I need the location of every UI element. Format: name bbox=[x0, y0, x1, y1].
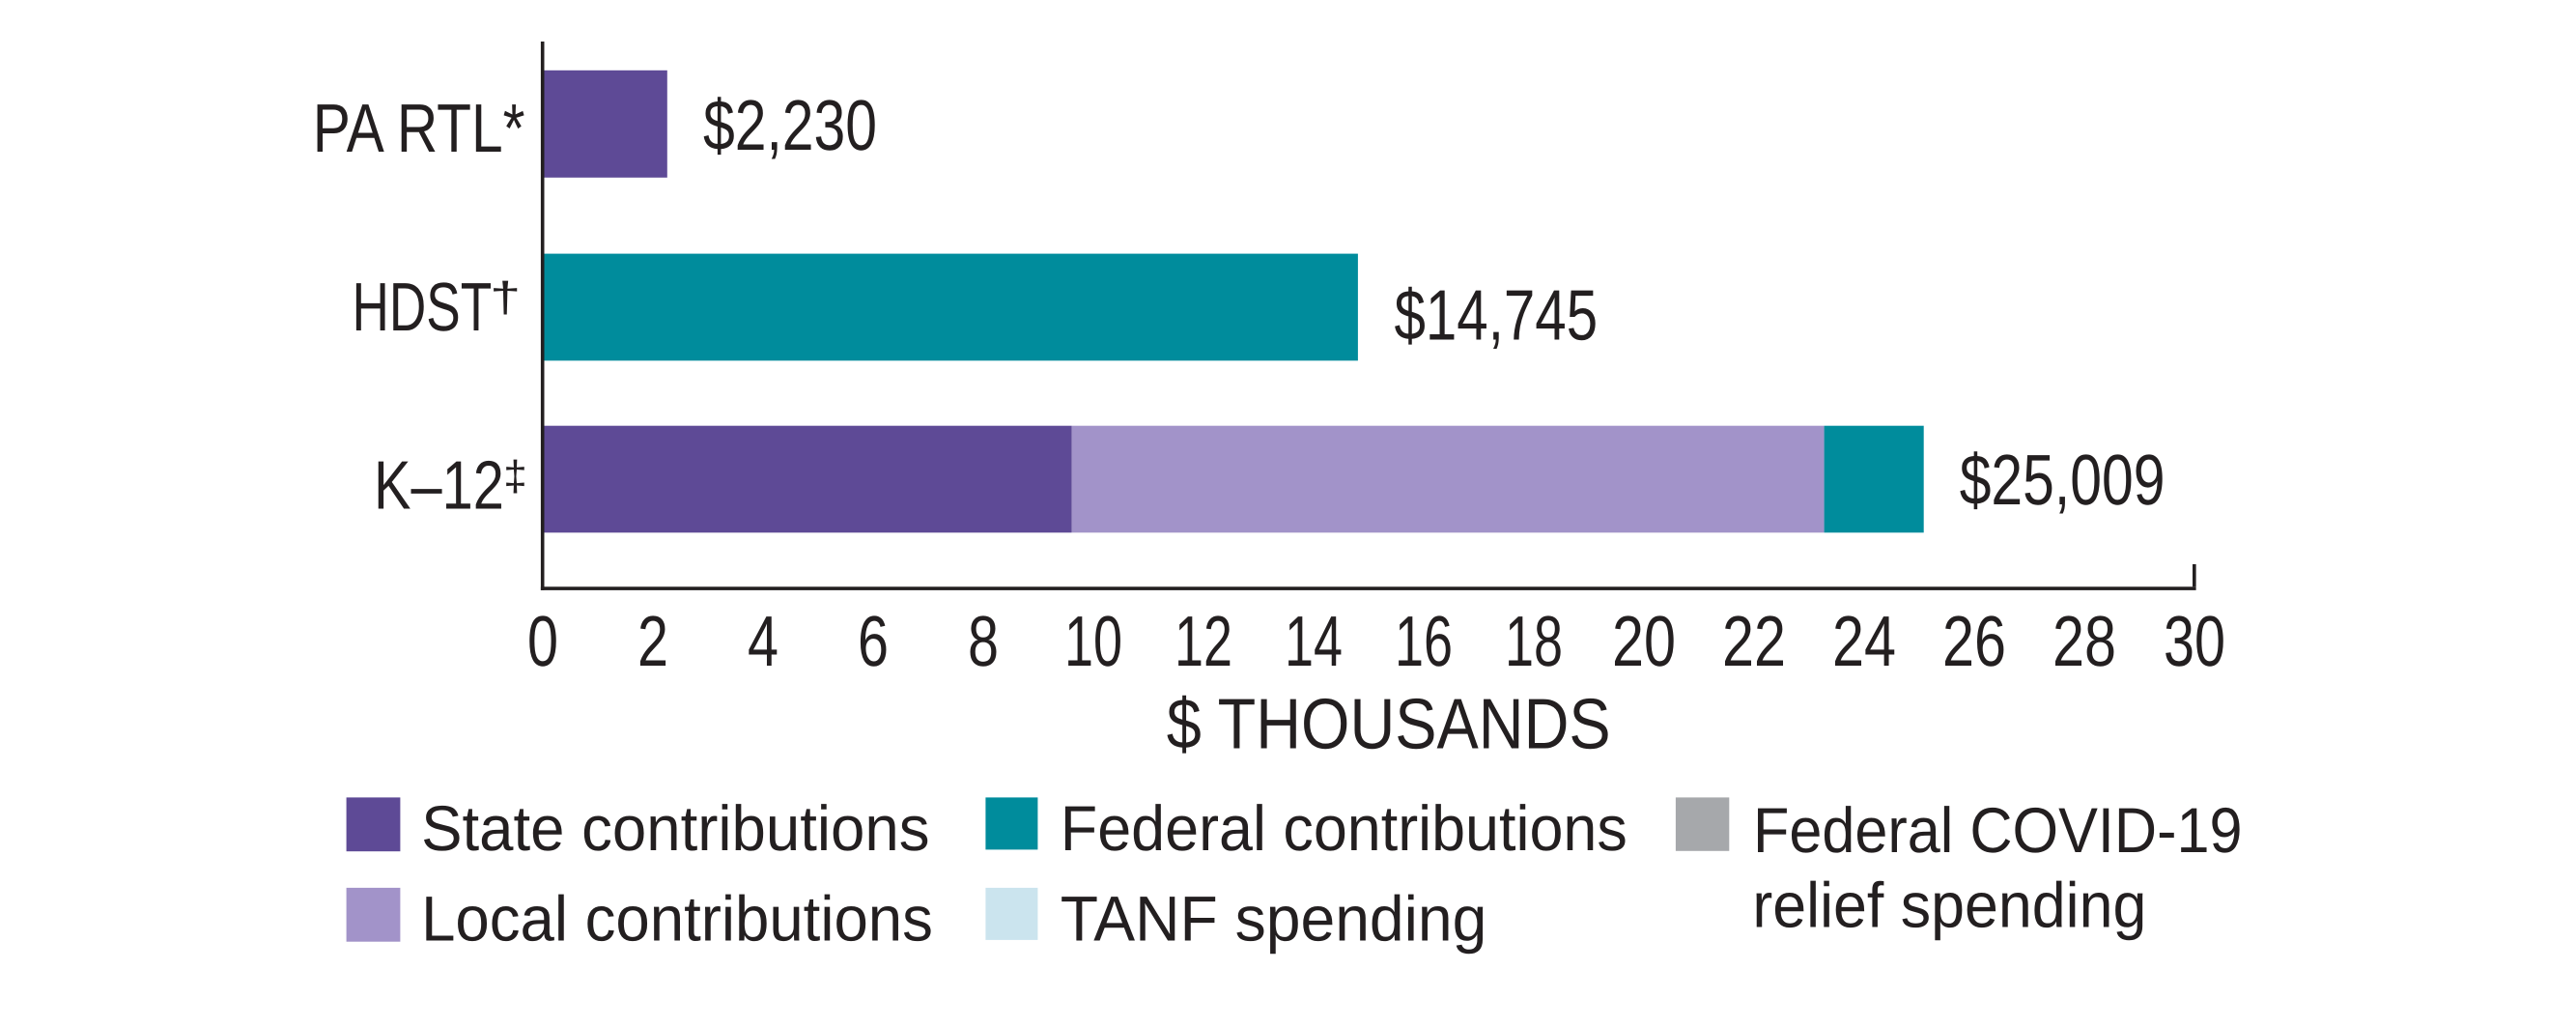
svg-text:8: 8 bbox=[968, 601, 999, 681]
svg-text:relief spending: relief spending bbox=[1752, 870, 2146, 941]
svg-text:$14,745: $14,745 bbox=[1395, 275, 1599, 356]
svg-text:Federal contributions: Federal contributions bbox=[1061, 792, 1628, 864]
svg-text:HDST: HDST bbox=[353, 270, 493, 346]
svg-text:10: 10 bbox=[1064, 601, 1122, 681]
svg-text:$ THOUSANDS: $ THOUSANDS bbox=[1167, 683, 1611, 763]
svg-text:Federal COVID-19: Federal COVID-19 bbox=[1753, 794, 2243, 866]
svg-text:30: 30 bbox=[2164, 601, 2225, 681]
svg-text:22: 22 bbox=[1722, 601, 1786, 681]
svg-text:$25,009: $25,009 bbox=[1960, 440, 2166, 520]
svg-text:20: 20 bbox=[1612, 601, 1676, 681]
svg-text:†: † bbox=[490, 273, 521, 321]
svg-text:K–12: K–12 bbox=[374, 448, 504, 525]
svg-text:$2,230: $2,230 bbox=[703, 85, 877, 165]
svg-text:26: 26 bbox=[1942, 601, 2006, 681]
svg-text:Local contributions: Local contributions bbox=[421, 882, 933, 954]
svg-text:14: 14 bbox=[1285, 601, 1343, 681]
svg-text:‡: ‡ bbox=[503, 452, 526, 499]
svg-text:PA RTL*: PA RTL* bbox=[313, 91, 525, 167]
svg-text:2: 2 bbox=[637, 601, 668, 681]
svg-text:TANF spending: TANF spending bbox=[1061, 882, 1487, 954]
svg-text:24: 24 bbox=[1832, 601, 1896, 681]
svg-text:6: 6 bbox=[858, 601, 889, 681]
svg-text:28: 28 bbox=[2052, 601, 2116, 681]
svg-text:4: 4 bbox=[748, 601, 778, 681]
svg-text:0: 0 bbox=[527, 601, 558, 681]
svg-text:16: 16 bbox=[1395, 601, 1453, 681]
svg-text:18: 18 bbox=[1505, 601, 1563, 681]
svg-text:State contributions: State contributions bbox=[421, 792, 929, 864]
svg-text:12: 12 bbox=[1175, 601, 1232, 681]
